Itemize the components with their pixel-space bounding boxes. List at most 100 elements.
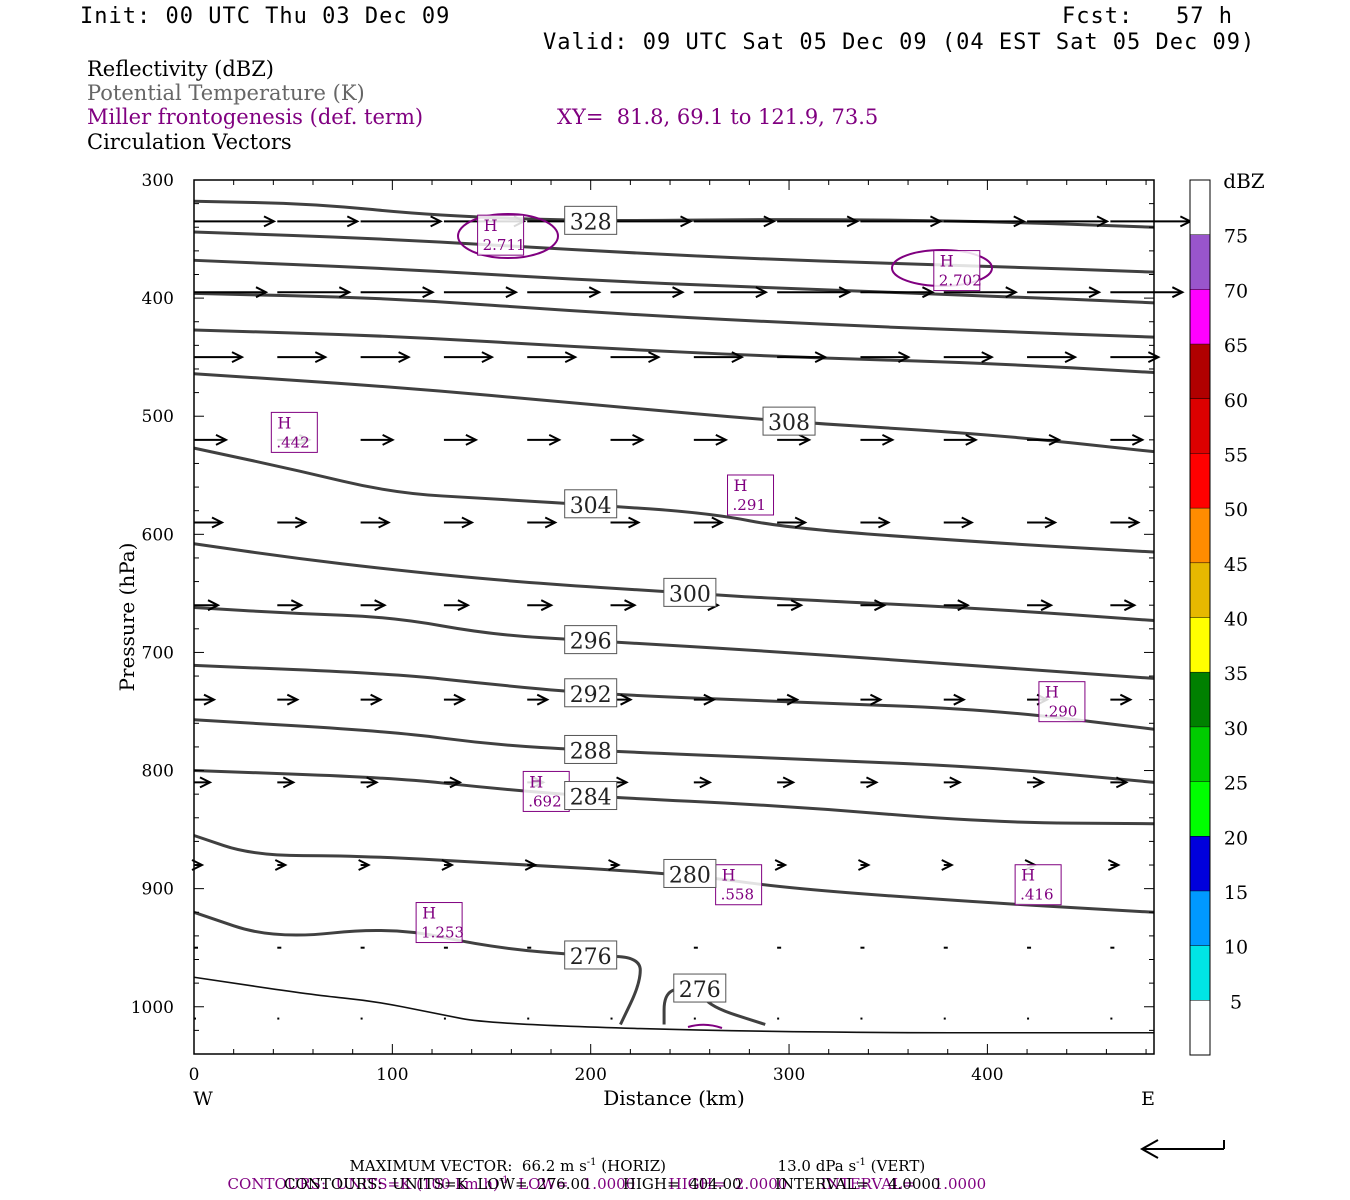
colorbar-swatch bbox=[1190, 836, 1210, 891]
vector-arrowhead bbox=[877, 516, 891, 529]
vector-arrowhead bbox=[703, 693, 717, 706]
vector-arrowhead bbox=[544, 516, 558, 529]
legend-potential-temperature: Potential Temperature (K) bbox=[87, 81, 365, 105]
vector-arrowhead bbox=[1123, 599, 1137, 612]
vector-arrowhead bbox=[382, 433, 395, 446]
vector-arrowhead bbox=[548, 433, 562, 446]
fronto-high-value: 1.253 bbox=[421, 924, 464, 942]
theta-label: 292 bbox=[570, 683, 612, 708]
footer-contours-fronto: CONTOURS: UNITS=K (100 km h) -1 LOW= 1.00… bbox=[218, 1157, 987, 1193]
colorbar-swatch bbox=[1190, 726, 1210, 782]
max-vector-text: MAXIMUM VECTOR: 66.2 m s bbox=[349, 1157, 587, 1175]
vector-arrowhead bbox=[282, 776, 296, 789]
theta-label-box bbox=[564, 734, 618, 764]
vector-arrowhead bbox=[949, 776, 962, 789]
colorbar-label: 40 bbox=[1224, 609, 1248, 631]
axes: 0 100 200 300 400 300 400 500 600 700 800 900 1000 bbox=[131, 171, 1154, 1085]
theta-label-box bbox=[564, 781, 618, 811]
vector-arrowhead bbox=[711, 516, 725, 529]
fronto-high-box bbox=[415, 902, 463, 944]
vector-arrowhead bbox=[680, 215, 693, 228]
vector-arrowhead bbox=[865, 776, 879, 789]
y-tick-label: 300 bbox=[142, 171, 174, 191]
colorbar-label: 45 bbox=[1224, 554, 1248, 576]
x-tick-label: 400 bbox=[971, 1065, 1003, 1085]
theta-contour-line bbox=[193, 834, 1155, 914]
reflectivity-colorbar: 5 10 15 20 25 30 35 40 45 50 55 60 65 70 75 bbox=[1189, 179, 1248, 1056]
colorbar-swatch bbox=[1190, 234, 1210, 290]
theta-contour-line bbox=[193, 328, 1155, 375]
forecast-hour: Fcst: 57 h bbox=[1062, 4, 1233, 29]
theta-label: 308 bbox=[768, 411, 810, 436]
fronto-high-value: 2.702 bbox=[939, 272, 982, 290]
east-label: E bbox=[1141, 1088, 1155, 1110]
vector-arrowhead bbox=[294, 516, 308, 529]
theta-label-box bbox=[673, 973, 727, 1003]
y-tick-label: 900 bbox=[142, 880, 174, 900]
vector-arrowhead bbox=[370, 693, 383, 706]
vector-arrowhead bbox=[846, 215, 860, 228]
vector-arrowhead bbox=[338, 286, 352, 299]
colorbar-swatch bbox=[1190, 617, 1210, 673]
theta-contour-line bbox=[193, 258, 1155, 305]
theta-label-box bbox=[564, 489, 618, 519]
vector-arrowhead bbox=[1013, 215, 1026, 228]
x-axis-title: Distance (km) bbox=[603, 1086, 745, 1110]
fronto-range: LOW= 1.0000 HIGH= 2.0000 INTERVAL= 1.000… bbox=[508, 1175, 987, 1193]
theta-label-box bbox=[564, 205, 618, 235]
fronto-units: CONTOURS: UNITS=K (100 km h) bbox=[227, 1175, 499, 1193]
colorbar-label: 15 bbox=[1224, 882, 1248, 904]
y-tick-label: 500 bbox=[142, 407, 174, 427]
max-vector-horiz: (HORIZ) bbox=[596, 1157, 667, 1175]
theta-label: 300 bbox=[669, 582, 711, 607]
vector-arrowhead bbox=[608, 859, 621, 871]
vector-arrowhead bbox=[231, 351, 245, 364]
colorbar-label: 75 bbox=[1224, 226, 1248, 248]
vector-arrowhead bbox=[1119, 693, 1133, 706]
colorbar-swatch bbox=[1190, 180, 1210, 235]
vector-arrowhead bbox=[378, 516, 391, 529]
vector-arrowhead bbox=[524, 859, 538, 871]
vector-arrowhead bbox=[422, 286, 435, 299]
vector-arrowhead bbox=[449, 776, 463, 789]
colorbar-swatch bbox=[1190, 562, 1210, 618]
vector-arrowhead bbox=[207, 599, 221, 612]
vector-arrowhead bbox=[628, 516, 641, 529]
vector-arrowhead bbox=[715, 433, 729, 446]
vector-arrowhead bbox=[794, 516, 808, 529]
vector-arrowhead bbox=[215, 433, 229, 446]
vector-arrowhead bbox=[981, 351, 994, 364]
fronto-high-value: .290 bbox=[1044, 703, 1077, 721]
theta-label: 304 bbox=[570, 494, 612, 519]
colorbar-label: 30 bbox=[1224, 718, 1248, 740]
vector-arrowhead bbox=[1127, 516, 1141, 529]
colorbar-swatch bbox=[1190, 890, 1210, 946]
theta-contour-line bbox=[193, 372, 1155, 454]
fronto-high-box bbox=[715, 864, 763, 906]
fronto-high-letter: H bbox=[940, 252, 954, 271]
vector-arrowhead bbox=[457, 599, 471, 612]
vector-arrowhead bbox=[798, 433, 812, 446]
vector-arrowhead bbox=[782, 776, 796, 789]
vector-arrowhead bbox=[430, 215, 443, 228]
vector-arrowhead bbox=[790, 599, 804, 612]
vector-arrowhead bbox=[616, 776, 629, 789]
fronto-high-letter: H bbox=[1045, 683, 1059, 702]
theta-label: 328 bbox=[570, 210, 612, 235]
vector-arrowhead bbox=[263, 215, 277, 228]
fronto-high-letter: H bbox=[722, 866, 736, 885]
y-tick-label: 600 bbox=[142, 525, 174, 545]
colorbar-label: 10 bbox=[1224, 937, 1248, 959]
vector-arrowhead bbox=[763, 215, 777, 228]
vector-arrowhead bbox=[632, 433, 645, 446]
vector-arrowhead bbox=[540, 599, 554, 612]
y-tick-label: 700 bbox=[142, 643, 174, 663]
legend-frontogenesis: Miller frontogenesis (def. term) bbox=[87, 105, 424, 129]
vector-arrowhead bbox=[869, 693, 883, 706]
fronto-high-box bbox=[522, 770, 570, 812]
fronto-high-value: .692 bbox=[528, 792, 561, 810]
colorbar-swatch bbox=[1190, 508, 1210, 563]
vector-arrowhead bbox=[929, 215, 943, 228]
vector-arrowhead bbox=[536, 693, 550, 706]
vert-exponent: -1 bbox=[856, 1157, 866, 1168]
